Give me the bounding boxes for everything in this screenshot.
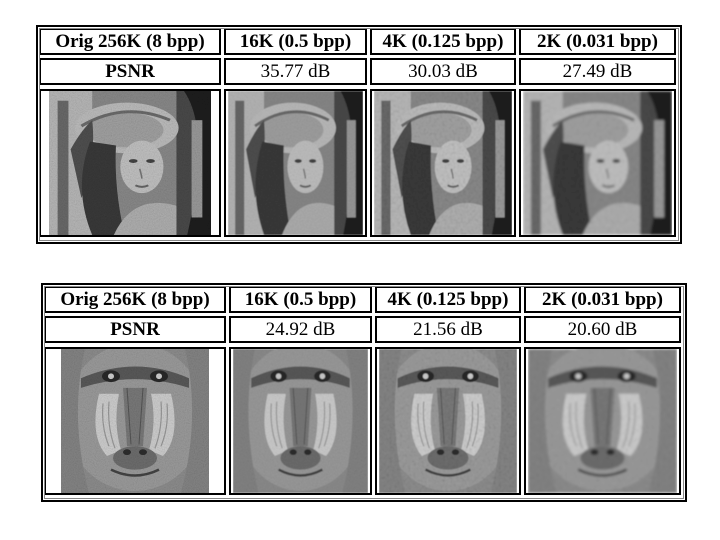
psnr-row: PSNR 24.92 dB 21.56 dB 20.60 dB: [44, 316, 684, 343]
header-2k: 2K (0.031 bpp): [519, 28, 676, 55]
image-row: [44, 347, 684, 495]
header-row: Orig 256K (8 bpp) 16K (0.5 bpp) 4K (0.12…: [44, 286, 684, 313]
psnr-row: PSNR 35.77 dB 30.03 dB 27.49 dB: [39, 58, 679, 85]
psnr-label: PSNR: [44, 316, 226, 343]
psnr-value-2k: 27.49 dB: [519, 58, 676, 85]
lena-16k-image: [224, 89, 367, 237]
lena-comparison-table: Orig 256K (8 bpp) 16K (0.5 bpp) 4K (0.12…: [36, 25, 682, 244]
image-row: [39, 89, 679, 237]
lena-2k-image: [519, 89, 676, 237]
baboon-original-image: [44, 347, 226, 495]
header-row: Orig 256K (8 bpp) 16K (0.5 bpp) 4K (0.12…: [39, 28, 679, 55]
baboon-comparison-table: Orig 256K (8 bpp) 16K (0.5 bpp) 4K (0.12…: [41, 283, 687, 502]
header-original: Orig 256K (8 bpp): [39, 28, 221, 55]
lena-4k-image: [370, 89, 516, 237]
baboon-4k-image: [375, 347, 521, 495]
psnr-value-16k: 35.77 dB: [224, 58, 367, 85]
psnr-value-16k: 24.92 dB: [229, 316, 372, 343]
psnr-value-4k: 21.56 dB: [375, 316, 521, 343]
psnr-value-2k: 20.60 dB: [524, 316, 681, 343]
baboon-16k-image: [229, 347, 372, 495]
header-4k: 4K (0.125 bpp): [370, 28, 516, 55]
psnr-value-4k: 30.03 dB: [370, 58, 516, 85]
header-2k: 2K (0.031 bpp): [524, 286, 681, 313]
lena-original-image: [39, 89, 221, 237]
header-original: Orig 256K (8 bpp): [44, 286, 226, 313]
header-4k: 4K (0.125 bpp): [375, 286, 521, 313]
header-16k: 16K (0.5 bpp): [224, 28, 367, 55]
header-16k: 16K (0.5 bpp): [229, 286, 372, 313]
psnr-label: PSNR: [39, 58, 221, 85]
baboon-2k-image: [524, 347, 681, 495]
